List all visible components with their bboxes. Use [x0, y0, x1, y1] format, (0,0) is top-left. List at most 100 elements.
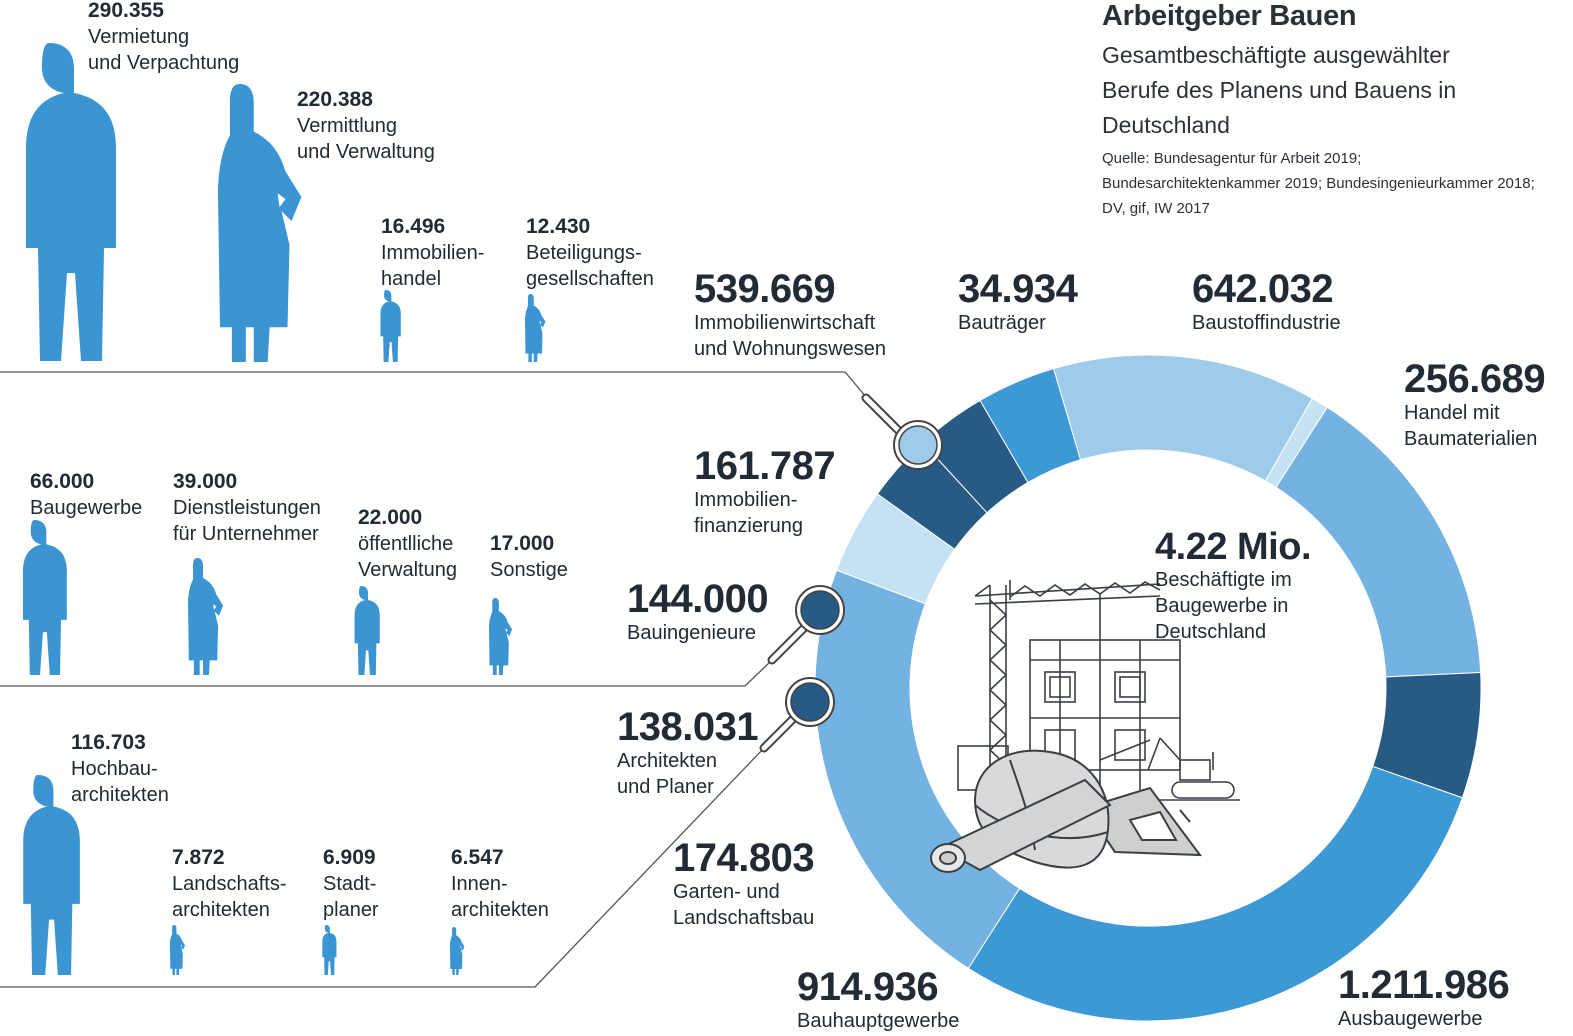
group2-label-0-value: 66.000: [30, 470, 95, 493]
ring-label-immobilienfinanzierung-value: 161.787: [694, 444, 836, 488]
group2-label-2: 22.000 öffentlliche Verwaltung: [358, 505, 457, 583]
donut-chart: [814, 354, 1482, 1022]
group2-label-2-line-0: öffentlliche: [358, 533, 454, 555]
ring-label-architekten-value: 138.031: [617, 705, 759, 749]
person-icon-beteiligung: [525, 294, 546, 362]
ring-label-immobilienwirtschaft-line-1: und Wohnungswesen: [694, 338, 886, 360]
ring-label-architekten-line-0: Architekten: [617, 750, 718, 772]
ring-segment-4: [967, 765, 1464, 1022]
ring-label-handel-line-1: Baumaterialien: [1404, 428, 1538, 450]
group1-label-1: 220.388 Vermittlung und Verwaltung: [297, 87, 435, 165]
ring-label-immobilienfinanzierung-line-1: finanzierung: [694, 515, 803, 537]
person-icon-sonstige: [489, 598, 513, 675]
group1-label-1-line-1: und Verwaltung: [297, 141, 435, 163]
ring-label-bauhauptgewerbe-value: 914.936: [797, 965, 939, 1009]
ring-label-gartenbau-line-1: Landschaftsbau: [673, 907, 815, 929]
person-icon-verwaltung: [354, 586, 380, 675]
ring-label-immobilienwirtschaft-value: 539.669: [694, 267, 836, 311]
person-icon-immobilienhandel: [380, 290, 401, 362]
ring-label-baustoffindustrie: 642.032 Baustoffindustrie: [1192, 268, 1341, 336]
group2-label-1-line-0: Dienstleistungen: [173, 497, 321, 519]
magnifier-group2: [767, 585, 845, 665]
ring-label-bauingenieure-value: 144.000: [627, 577, 769, 621]
group3-label-3-line-1: architekten: [451, 899, 549, 921]
ring-label-gartenbau-value: 174.803: [673, 836, 815, 880]
magnifier-group1: [861, 393, 943, 470]
ring-segment-9: [979, 368, 1082, 484]
construction-illustration: [930, 580, 1240, 873]
group1-label-2-value: 16.496: [381, 215, 446, 238]
ring-label-architekten-line-1: und Planer: [617, 776, 714, 798]
ring-label-immobilienfinanzierung-line-0: Immobilien-: [694, 489, 798, 511]
ring-label-baustoffindustrie-value: 642.032: [1192, 267, 1334, 311]
ring-label-architekten: 138.031 Architekten und Planer: [617, 705, 759, 800]
group1-label-2-line-1: handel: [381, 268, 442, 290]
excavator-icon: [1099, 737, 1240, 801]
group1-label-3-line-1: gesellschaften: [526, 268, 654, 290]
connector-line-group2: [0, 659, 773, 687]
page-title: Arbeitgeber Bauen: [1102, 0, 1357, 32]
ring-label-bauhauptgewerbe: 914.936 Bauhauptgewerbe: [797, 966, 959, 1034]
group3-label-1: 7.872 Landschafts-architekten: [172, 845, 287, 923]
person-icon-vermietung: [26, 43, 116, 361]
center-total: 4.22 Mio. Beschäftigte im Baugewerbe in …: [1155, 527, 1325, 645]
ring-label-bauhauptgewerbe-line-0: Bauhauptgewerbe: [797, 1010, 960, 1032]
group2-label-3-value: 17.000: [490, 532, 555, 555]
ring-segment-0: [1052, 354, 1314, 482]
group3-label-3: 6.547 Innen-architekten: [451, 845, 549, 923]
person-icon-stadtplaner: [322, 925, 337, 975]
connector-line-group3: [0, 747, 765, 988]
group1-label-0-line-1: und Verpachtung: [88, 52, 240, 74]
group2-label-2-value: 22.000: [358, 506, 423, 529]
ring-label-bautraeger-line-0: Bauträger: [958, 312, 1046, 334]
group2-label-0: 66.000 Baugewerbe: [30, 469, 142, 521]
group1-label-0-line-0: Vermietung: [88, 26, 190, 48]
group3-label-0-value: 116.703: [71, 731, 146, 754]
group3-label-1-line-0: Landschafts-: [172, 873, 287, 895]
group2-label-1-value: 39.000: [173, 470, 238, 493]
person-icon-baugewerbe: [22, 520, 67, 675]
group2-label-2-line-1: Verwaltung: [358, 559, 457, 581]
person-icon-hochbau: [23, 775, 80, 975]
helmet-icon: [930, 749, 1203, 873]
person-icon-dienstleistungen: [188, 558, 224, 675]
ring-label-handel-line-0: Handel mit: [1404, 402, 1500, 424]
group1-label-3: 12.430 Beteiligungs-gesellschaften: [526, 214, 654, 292]
group1-label-2: 16.496 Immobilien-handel: [381, 214, 484, 292]
group1-label-0-value: 290.355: [88, 0, 164, 22]
ring-label-baustoffindustrie-line-0: Baustoffindustrie: [1192, 312, 1341, 334]
group3-label-2: 6.909 Stadt-planer: [323, 845, 379, 923]
group2-label-0-line-0: Baugewerbe: [30, 497, 143, 519]
group2-label-3: 17.000 Sonstige: [490, 531, 568, 583]
ring-label-gartenbau-line-0: Garten- und: [673, 881, 780, 903]
ring-label-bautraeger-value: 34.934: [958, 267, 1078, 311]
ring-label-immobilienwirtschaft-line-0: Immobilienwirtschaft: [694, 312, 876, 334]
group3-label-0: 116.703 Hochbau-architekten: [71, 730, 169, 808]
group3-label-1-line-1: architekten: [172, 899, 270, 921]
ring-label-ausbaugewerbe-line-0: Ausbaugewerbe: [1338, 1008, 1483, 1030]
ring-label-handel: 256.689 Handel mit Baumaterialien: [1404, 357, 1546, 452]
group3-label-3-value: 6.547: [451, 846, 504, 869]
group3-label-0-line-1: architekten: [71, 784, 169, 806]
ring-label-gartenbau: 174.803 Garten- und Landschaftsbau: [673, 836, 815, 931]
ring-label-ausbaugewerbe: 1.211.986 Ausbaugewerbe: [1338, 963, 1510, 1032]
ring-label-handel-value: 256.689: [1404, 357, 1546, 401]
center-total-value: 4.22 Mio.: [1155, 526, 1312, 568]
magnifier-group3: [759, 677, 835, 753]
ring-label-ausbaugewerbe-value: 1.211.986: [1338, 963, 1510, 1007]
group1-label-3-line-0: Beteiligungs-: [526, 242, 642, 264]
source-note: Quelle: Bundesagentur für Arbeit 2019; B…: [1102, 150, 1535, 217]
pictogram-figures: [22, 43, 546, 975]
group3-label-3-line-0: Innen-: [451, 873, 508, 895]
group2-label-3-line-0: Sonstige: [490, 559, 568, 581]
connector-line-group1: [0, 371, 868, 399]
group2-label-1-line-1: für Unternehmer: [173, 523, 319, 545]
person-icon-landschaft: [170, 925, 185, 975]
person-icon-innen: [450, 927, 465, 975]
group2-label-1: 39.000 Dienstleistungen für Unternehmer: [173, 469, 321, 547]
ring-label-bauingenieure-line-0: Bauingenieure: [627, 622, 756, 644]
ring-label-immobilienfinanzierung: 161.787 Immobilien-finanzierung: [694, 444, 836, 539]
ring-label-immobilienwirtschaft: 539.669 Immobilienwirtschaft und Wohnungsw…: [694, 268, 886, 362]
group1-label-3-value: 12.430: [526, 215, 591, 238]
